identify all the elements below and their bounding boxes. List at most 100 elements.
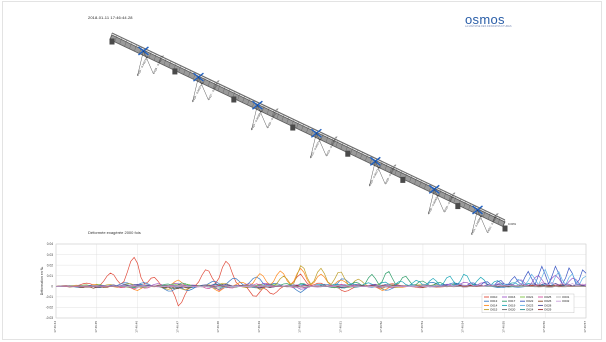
x-tick-label: 17:46:49 bbox=[257, 321, 261, 333]
bridge-hatch bbox=[424, 182, 427, 190]
y-tick-label: -0.02 bbox=[46, 306, 53, 310]
bridge-hatch bbox=[325, 135, 329, 143]
bridge-support bbox=[502, 225, 508, 232]
y-axis-label: Déformation en ‰ bbox=[40, 266, 44, 295]
legend-label: O029 bbox=[544, 308, 552, 312]
logo-tagline: LA MAÎTRISE DES INFRASTRUCTURES bbox=[465, 25, 512, 28]
bridge-hatch bbox=[148, 51, 152, 59]
x-tick-label: 17:46:56 bbox=[542, 321, 546, 333]
x-tick-label: 17:46:51 bbox=[338, 321, 342, 333]
sensor-leader bbox=[137, 50, 144, 77]
bridge-hatch bbox=[168, 60, 172, 68]
legend-label: O013 bbox=[490, 299, 498, 303]
bridge-support bbox=[400, 176, 406, 183]
bridge-support bbox=[231, 96, 237, 103]
legend-label: O022 bbox=[526, 299, 534, 303]
legend-label: O016 bbox=[508, 295, 516, 299]
sensor-leader bbox=[257, 105, 268, 129]
sensor-leader bbox=[310, 133, 317, 159]
y-tick-label: 0.03 bbox=[47, 253, 53, 257]
bridge-deck bbox=[109, 34, 506, 228]
bridge-hatch bbox=[286, 117, 290, 124]
bridge-hatch bbox=[188, 70, 191, 77]
bridge-hatch bbox=[203, 77, 206, 84]
bridge-hatch bbox=[134, 44, 137, 52]
bridge-hatch bbox=[139, 46, 142, 54]
bridge-hatch bbox=[419, 180, 422, 187]
y-tick-label: 0.04 bbox=[47, 242, 53, 246]
legend-label: O025 bbox=[544, 295, 552, 299]
logo-wordmark: osmos bbox=[465, 12, 505, 27]
bridge-hatch bbox=[463, 201, 466, 208]
bridge-hatch bbox=[153, 53, 157, 61]
series-line-o013 bbox=[55, 276, 587, 294]
bridge-hatch bbox=[320, 133, 324, 141]
osmos-logo: osmos LA MAÎTRISE DES INFRASTRUCTURES bbox=[465, 12, 512, 28]
x-tick-label: 17:46:47 bbox=[175, 321, 179, 333]
sensor-leader bbox=[369, 161, 376, 187]
bridge-hatch bbox=[389, 166, 393, 173]
bridge-hatch bbox=[207, 79, 211, 87]
bridge-hatch bbox=[414, 177, 417, 185]
bridge-hatch bbox=[227, 89, 231, 96]
sensor-leader bbox=[477, 209, 488, 233]
sensor-label-top: O022 : -0.00074 ‰ bbox=[309, 137, 323, 159]
bridge-hatch bbox=[468, 203, 471, 211]
bridge-hatch bbox=[350, 147, 353, 155]
legend-label: O010 bbox=[490, 295, 498, 299]
bridge-hatch bbox=[355, 149, 358, 157]
bridge-hatch bbox=[266, 107, 270, 115]
bridge-hatch bbox=[335, 140, 339, 148]
bridge-hatch bbox=[178, 65, 181, 73]
bridge-end-label: 0.00% bbox=[508, 222, 516, 226]
bridge-hatch bbox=[158, 56, 162, 63]
bridge-hatch bbox=[306, 126, 309, 134]
sensor-leader bbox=[251, 105, 258, 131]
bridge-hatch bbox=[340, 142, 344, 150]
bridge-hatch bbox=[497, 217, 501, 225]
x-tick-label: 17:46:52 bbox=[379, 321, 383, 333]
bridge-hatch bbox=[129, 42, 132, 49]
sensor-leader bbox=[198, 77, 209, 101]
y-tick-label: 0.01 bbox=[47, 274, 53, 278]
sensor-label-top: O028 : -0.00062 ‰ bbox=[427, 193, 441, 215]
bridge-hatch bbox=[473, 205, 476, 213]
sensor-label-top: O025 : -0.00071 ‰ bbox=[368, 165, 382, 187]
bridge-hatch bbox=[119, 37, 122, 45]
bridge-hatch bbox=[281, 114, 285, 122]
bridge-hatch bbox=[360, 152, 363, 159]
bridge-hatch bbox=[163, 58, 167, 66]
bridge-hatch bbox=[399, 170, 403, 178]
bridge-hatch bbox=[438, 189, 442, 197]
bridge-hatch bbox=[242, 96, 245, 103]
legend-label: O014 bbox=[490, 303, 498, 307]
bridge-hatch bbox=[271, 110, 275, 117]
y-tick-label: 0.02 bbox=[47, 263, 53, 267]
x-tick-label: 17:46:57 bbox=[583, 321, 587, 333]
bridge-hatch bbox=[384, 163, 388, 171]
sensor-leader bbox=[316, 133, 327, 157]
bridge-support bbox=[455, 203, 461, 210]
sensor-label-top: O010 : -0.00079 ‰ bbox=[136, 55, 150, 77]
bridge-hatch bbox=[276, 112, 280, 120]
series-line-o032 bbox=[56, 281, 587, 288]
x-tick-label: 17:46:45 bbox=[94, 321, 98, 333]
x-tick-label: 17:46:54 bbox=[461, 321, 465, 333]
bridge-hatch bbox=[261, 105, 265, 113]
bridge-hatch bbox=[217, 84, 221, 91]
bridge-hatch bbox=[345, 145, 348, 152]
x-tick-label: 17:46:46 bbox=[135, 321, 139, 333]
bridge-hatch bbox=[296, 121, 299, 129]
legend-label: O032 bbox=[562, 299, 570, 303]
sensor-label-top: O031 : -0.00058 ‰ bbox=[470, 214, 484, 236]
y-tick-label: 0 bbox=[51, 284, 53, 288]
legend-label: O026 bbox=[544, 299, 552, 303]
y-tick-label: -0.01 bbox=[46, 295, 53, 299]
bridge-support bbox=[345, 150, 351, 157]
bridge-hatch bbox=[443, 191, 447, 199]
bridge-hatch bbox=[109, 32, 113, 40]
bridge-support bbox=[109, 38, 115, 45]
bridge-hatch bbox=[483, 210, 486, 218]
bridge-hatch bbox=[222, 86, 226, 94]
